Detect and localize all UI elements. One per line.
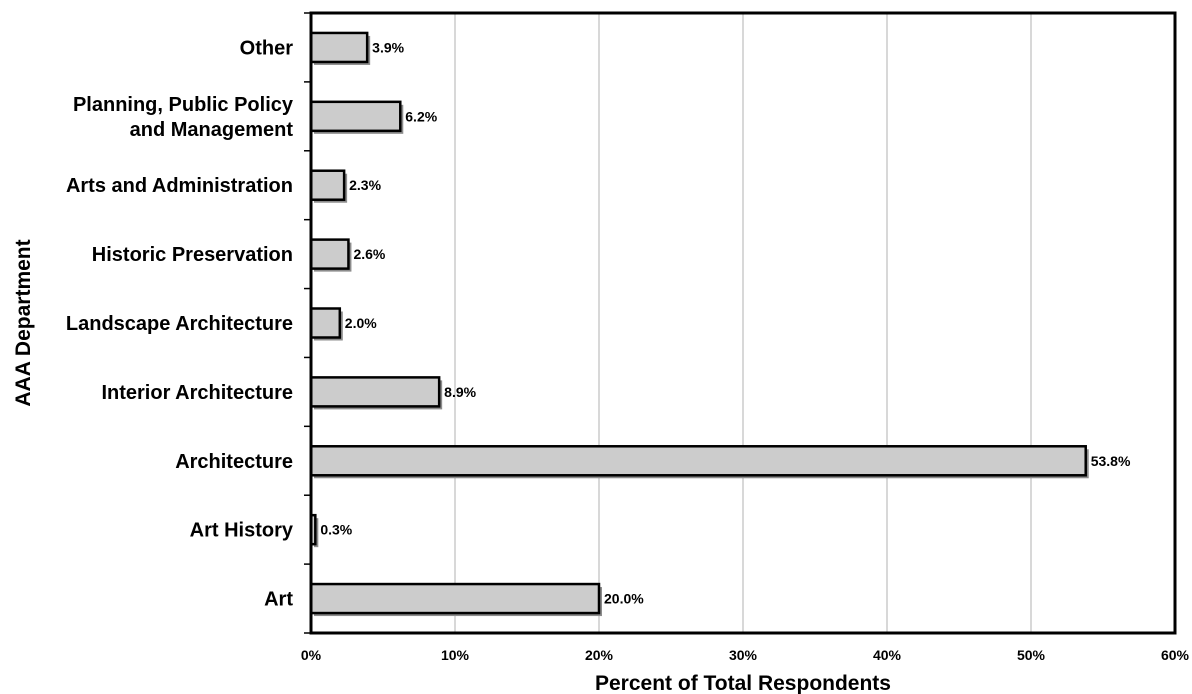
x-tick-label: 10% <box>441 647 470 663</box>
x-axis-title: Percent of Total Respondents <box>595 672 891 694</box>
plot-area-frame <box>309 11 1177 635</box>
value-label: 2.6% <box>353 246 385 262</box>
x-tick-label: 20% <box>585 647 614 663</box>
bar <box>309 376 441 408</box>
bar <box>309 100 402 133</box>
value-labels: 3.9% 6.2% 2.3% 2.6% 2.0% 8.9% 53.8% 0.3% 20.0% <box>320 39 1131 606</box>
category-label: and Management <box>130 119 294 141</box>
x-tick-label: 40% <box>873 647 902 663</box>
y-axis-title: AAA Department <box>12 239 35 406</box>
value-label: 8.9% <box>444 384 476 400</box>
x-tick-labels: 0% 10% 20% 30% 40% 50% 60% <box>301 647 1190 663</box>
category-labels: Other Planning, Public Policy and Manageme… <box>66 37 294 610</box>
bar <box>309 582 601 615</box>
x-tick-label: 0% <box>301 647 322 663</box>
value-label: 20.0% <box>604 591 644 607</box>
value-label: 3.9% <box>372 39 404 55</box>
x-tick-label: 30% <box>729 647 758 663</box>
bars <box>309 31 1089 617</box>
bar <box>309 169 346 201</box>
value-label: 2.3% <box>349 177 381 193</box>
value-label: 0.3% <box>320 522 352 538</box>
category-label: Architecture <box>175 451 293 473</box>
category-label: Art <box>264 589 293 611</box>
x-tick-label: 50% <box>1017 647 1046 663</box>
y-axis-ticks <box>304 12 311 634</box>
category-label: Historic Preservation <box>92 244 293 266</box>
value-label: 2.0% <box>345 315 377 331</box>
bar <box>309 445 1087 477</box>
category-label: Planning, Public Policy <box>73 94 294 116</box>
x-tick-label: 60% <box>1161 647 1190 663</box>
bar <box>309 31 369 64</box>
gridlines <box>454 13 1032 633</box>
category-label: Arts and Administration <box>66 175 293 197</box>
bar <box>309 238 350 270</box>
category-label: Other <box>240 37 294 59</box>
value-label: 6.2% <box>405 108 437 124</box>
category-label: Interior Architecture <box>101 382 293 404</box>
category-label: Landscape Architecture <box>66 313 293 335</box>
value-label: 53.8% <box>1091 453 1131 469</box>
category-label: Art History <box>190 520 294 542</box>
bar <box>309 307 342 339</box>
